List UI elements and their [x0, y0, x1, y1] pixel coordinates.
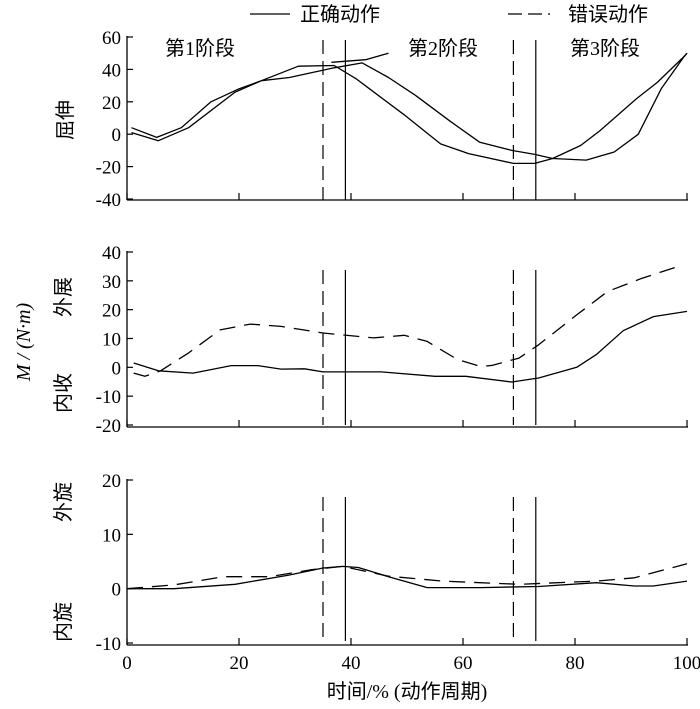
y-tick-label: 10 [102, 330, 121, 351]
y-tick-label: -40 [96, 190, 121, 211]
y-tick-label: 20 [102, 471, 121, 492]
y-tick-label: 30 [102, 272, 121, 293]
phase-label-2: 第2阶段 [408, 37, 478, 60]
y-tick-label: 20 [102, 93, 121, 114]
middle-series-wrong [133, 266, 675, 377]
middle-ylabel: M / (N·m) [13, 303, 35, 383]
middle-series-correct [133, 310, 688, 383]
top-series-extra [331, 52, 389, 63]
legend-label-correct: 正确动作 [300, 3, 380, 26]
top-series-correct [131, 52, 688, 165]
x-tick-label: 60 [454, 653, 473, 674]
top-series-wrong [131, 52, 688, 161]
y-tick-label: 40 [102, 243, 121, 264]
y-tick-label: 40 [102, 60, 121, 81]
x-tick-label: 40 [342, 653, 361, 674]
y-tick-label: -10 [96, 387, 121, 408]
x-axis-label: 时间/% (动作周期) [327, 680, 488, 703]
legend-label-wrong: 错误动作 [568, 3, 648, 26]
x-tick-label: 100 [673, 653, 700, 674]
x-tick-label: 0 [122, 653, 132, 674]
bottom-ylabel-upper: 外旋 [52, 482, 75, 522]
y-tick-label: 0 [112, 358, 122, 379]
middle-panel: -20 -10 0 10 20 30 40 [96, 243, 688, 437]
x-tick-label: 20 [230, 653, 249, 674]
top-ylabel: 屈伸 [54, 100, 77, 140]
y-tick-label: -10 [96, 634, 121, 655]
phase-label-1: 第1阶段 [165, 37, 235, 60]
y-tick-label: -20 [96, 416, 121, 437]
y-tick-label: -20 [96, 158, 121, 179]
legend: 正确动作 错误动作 [250, 3, 648, 26]
top-panel: -40 -20 0 20 40 60 [96, 28, 688, 211]
y-tick-label: 20 [102, 301, 121, 322]
phase-label-3: 第3阶段 [570, 37, 640, 60]
y-tick-label: 10 [102, 525, 121, 546]
y-tick-label: 0 [112, 125, 122, 146]
middle-ylabel-lower: 内收 [52, 373, 75, 413]
middle-ylabel-upper: 外展 [52, 277, 75, 317]
x-tick-label: 80 [566, 653, 585, 674]
y-tick-label: 0 [112, 580, 122, 601]
bottom-series-wrong [126, 563, 688, 590]
bottom-ylabel-lower: 内旋 [52, 602, 75, 642]
y-tick-label: 60 [102, 28, 121, 49]
